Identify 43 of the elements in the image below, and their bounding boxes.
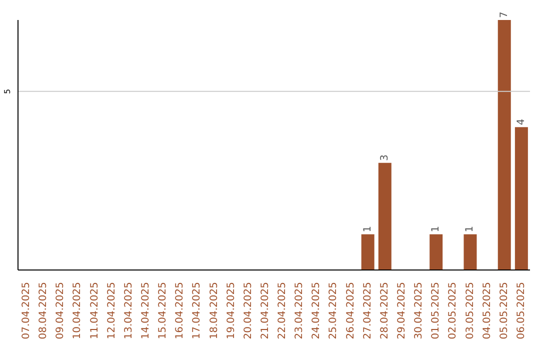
x-tick-label: 12.04.2025 <box>106 282 118 340</box>
x-tick-label: 07.04.2025 <box>21 282 32 340</box>
x-tick-label: 06.05.2025 <box>516 282 527 340</box>
x-tick-label: 03.05.2025 <box>464 282 476 340</box>
data-label: 7 <box>498 12 510 18</box>
x-tick-label: 24.04.2025 <box>311 282 322 340</box>
ref-line-label: 5 <box>3 88 12 94</box>
bar <box>430 234 443 270</box>
data-label: 3 <box>379 154 390 161</box>
x-tick-label: 19.04.2025 <box>226 282 237 340</box>
data-label: 1 <box>464 226 476 232</box>
bar <box>361 234 374 270</box>
x-tick-label: 09.04.2025 <box>55 282 66 340</box>
bar <box>464 234 477 270</box>
x-tick-label: 08.04.2025 <box>38 282 50 340</box>
x-tick-label: 10.04.2025 <box>72 282 84 340</box>
x-tick-label: 02.05.2025 <box>448 282 459 340</box>
x-tick-label: 15.04.2025 <box>158 282 169 340</box>
x-tick-label: 16.04.2025 <box>174 282 186 340</box>
x-tick-label: 25.04.2025 <box>328 282 340 340</box>
x-tick-label: 23.04.2025 <box>294 282 306 340</box>
x-tick-label: 20.04.2025 <box>242 282 254 340</box>
x-tick-label: 18.04.2025 <box>208 282 220 340</box>
bar <box>378 162 392 270</box>
x-tick-label: 22.04.2025 <box>277 282 288 340</box>
data-label: 1 <box>430 226 442 232</box>
x-tick-label: 04.05.2025 <box>482 282 493 340</box>
x-tick-label: 17.04.2025 <box>192 282 203 340</box>
x-tick-label: 21.04.2025 <box>260 282 271 340</box>
x-tick-label: 01.05.2025 <box>430 282 442 340</box>
data-label: 1 <box>362 226 374 232</box>
x-tick-label: 05.05.2025 <box>498 282 510 340</box>
x-tick-label: 11.04.2025 <box>89 282 100 340</box>
x-tick-label: 30.04.2025 <box>414 282 425 340</box>
data-label: 4 <box>516 118 527 126</box>
x-tick-label: 26.04.2025 <box>345 282 356 340</box>
bar <box>498 20 511 270</box>
x-tick-label: 28.04.2025 <box>379 282 390 340</box>
x-tick-label: 27.04.2025 <box>362 282 374 340</box>
x-tick-label: 29.04.2025 <box>396 282 408 340</box>
x-tick-label: 14.04.2025 <box>140 282 152 340</box>
bar <box>514 127 528 270</box>
x-tick-label: 13.04.2025 <box>123 282 134 340</box>
